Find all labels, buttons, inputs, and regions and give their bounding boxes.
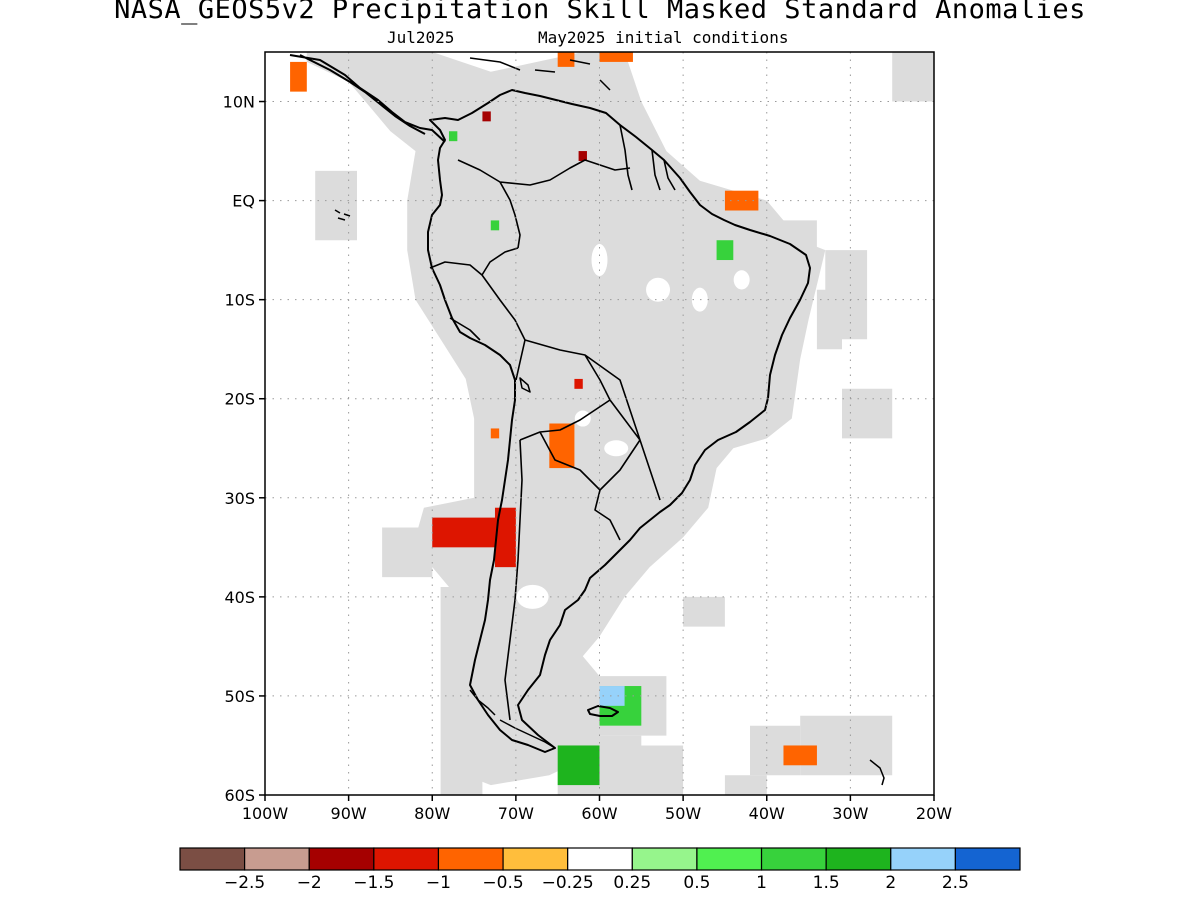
colorbar-label: −0.5	[482, 873, 523, 893]
colorbar-label: 0.5	[683, 873, 710, 893]
colorbar-swatch	[631, 847, 698, 871]
lon-tick-label: 70W	[498, 804, 534, 823]
colorbar-swatch	[696, 847, 763, 871]
colorbar-label: −1.5	[353, 873, 394, 893]
anomaly-cell	[716, 240, 734, 261]
anomaly-cell	[482, 111, 491, 122]
colorbar-swatch	[437, 847, 504, 871]
coastline-tierra-del-fuego	[469, 689, 556, 749]
coastline-falklands	[587, 705, 619, 717]
unmasked-area	[516, 584, 549, 609]
colorbar-label: 1	[756, 873, 767, 893]
anomaly-cell	[448, 131, 458, 142]
anomaly-cell	[290, 61, 307, 92]
skill-mask-region	[724, 775, 767, 795]
skill-mask-region	[683, 596, 725, 627]
lon-tick-label: 100W	[242, 804, 289, 823]
lat-tick-label: 10S	[224, 291, 255, 310]
unmasked-area	[733, 270, 750, 290]
colorbar-swatch	[179, 847, 246, 871]
anomaly-cell	[724, 190, 759, 211]
chart-subtitle-init: May2025 initial conditions	[538, 28, 789, 47]
colorbar-label: 0.25	[613, 873, 651, 893]
anomaly-cell	[578, 151, 587, 161]
lat-tick-label: 50S	[224, 687, 255, 706]
colorbar-label: −2.5	[224, 873, 265, 893]
colorbar-label: −1	[426, 873, 451, 893]
colorbar-swatch	[760, 847, 827, 871]
longitude-axis: 100W 90W 80W 70W 60W 50W 40W 30W 20W	[242, 795, 952, 823]
skill-mask-layer	[306, 52, 934, 795]
anomaly-cell	[574, 378, 583, 389]
colorbar-swatch	[567, 847, 633, 871]
chart-subtitle-month: Jul2025	[387, 28, 455, 47]
unmasked-area	[691, 287, 708, 312]
coastline-south-georgia	[869, 759, 885, 786]
colorbar-label: −0.25	[542, 873, 594, 893]
chart-title: NASA_GEOS5v2 Precipitation Skill Masked …	[114, 0, 1086, 25]
unmasked-area	[604, 440, 629, 457]
anomaly-cell	[783, 745, 817, 766]
skill-mask-region	[816, 289, 842, 350]
skill-mask-region	[842, 388, 893, 439]
skill-mask-region	[733, 220, 817, 280]
lat-tick-label: 20S	[224, 390, 255, 409]
lat-tick-label: EQ	[232, 192, 255, 211]
skill-mask-region	[599, 745, 684, 795]
colorbar-swatch	[308, 847, 375, 871]
skill-mask-region	[315, 170, 357, 241]
lon-tick-label: 20W	[916, 804, 952, 823]
lake-titicaca	[519, 377, 531, 393]
lat-tick-label: 40S	[224, 588, 255, 607]
coastline-galapagos	[334, 209, 351, 221]
colorbar-label: 1.5	[813, 873, 840, 893]
unmasked-area	[591, 244, 608, 277]
colorbar-label: 2.5	[942, 873, 969, 893]
colorbar-swatch	[373, 847, 440, 871]
lon-tick-label: 60W	[581, 804, 617, 823]
lon-tick-label: 90W	[331, 804, 367, 823]
country-borders	[429, 124, 676, 721]
anomaly-cell	[494, 507, 516, 568]
colorbar-swatch	[825, 847, 892, 871]
anomaly-cell	[599, 686, 625, 706]
colorbar-swatch	[244, 847, 310, 871]
lat-tick-label: 10N	[223, 93, 255, 112]
coastline-central-america	[289, 54, 446, 143]
skill-mask-region	[440, 587, 483, 795]
lon-tick-label: 80W	[414, 804, 450, 823]
lon-tick-label: 40W	[749, 804, 785, 823]
coastline-caribbean	[469, 57, 611, 91]
skill-mask-region	[892, 52, 934, 102]
anomaly-cell	[490, 220, 500, 231]
coastline-south-america	[427, 89, 811, 753]
lon-tick-label: 30W	[832, 804, 868, 823]
anomaly-cell	[432, 517, 500, 548]
colorbar-swatch	[890, 847, 956, 871]
anomaly-cell	[557, 52, 575, 67]
skill-mask-region	[800, 715, 893, 776]
colorbar: −2.5 −2 −1.5 −1 −0.5 −0.25 0.25 0.5 1 1.5 2 2.5	[179, 847, 1021, 893]
skill-mask-region	[306, 52, 826, 786]
anomaly-cell	[490, 428, 500, 439]
coastline-layer	[289, 54, 885, 786]
colorbar-label: −2	[297, 873, 322, 893]
unmasked-area	[646, 277, 671, 302]
lon-tick-label: 50W	[665, 804, 701, 823]
anomaly-cell	[557, 745, 600, 786]
lat-tick-label: 30S	[224, 489, 255, 508]
colorbar-swatch	[954, 847, 1021, 871]
latitude-axis: 10N EQ 10S 20S 30S 40S 50S 60S	[223, 93, 265, 805]
anomaly-cell	[599, 52, 633, 62]
colorbar-label: 2	[885, 873, 896, 893]
lat-tick-label: 60S	[224, 786, 255, 805]
skill-mask-region	[382, 527, 433, 578]
colorbar-swatch	[502, 847, 569, 871]
